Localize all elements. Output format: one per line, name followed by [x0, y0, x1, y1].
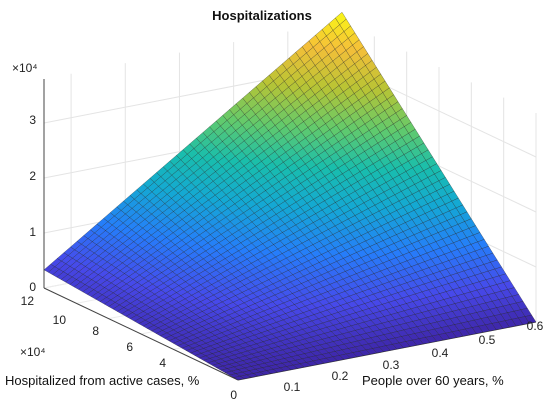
y-tick-label: 6 — [126, 340, 133, 354]
x-tick-label: 0.1 — [284, 380, 301, 394]
z-tick-label: 0 — [29, 280, 36, 294]
x-tick-label: 0.2 — [332, 369, 349, 383]
grid-line — [43, 287, 239, 381]
z-tick-label: 3 — [29, 113, 36, 127]
y-tick-label: 4 — [159, 356, 166, 370]
x-tick-label: 0.6 — [527, 319, 544, 333]
x-tick-label: 0.4 — [432, 346, 449, 360]
x-tick-label: 0.3 — [383, 358, 400, 372]
y-tick-label: 8 — [92, 324, 99, 338]
z-tick-label: 1 — [29, 225, 36, 239]
surface-mesh — [43, 11, 537, 381]
z-exponent-label: ×10⁴ — [12, 61, 38, 75]
x-tick-label: 0.5 — [479, 333, 496, 347]
y-tick-label: 0 — [230, 388, 237, 402]
chart-title: Hospitalizations — [212, 8, 312, 23]
y-tick-label: 10 — [53, 313, 67, 327]
z-tick-label: 2 — [29, 169, 36, 183]
y-axis-label: Hospitalized from active cases, % — [5, 373, 200, 388]
surface-patch — [524, 314, 537, 324]
x-axis-label: People over 60 years, % — [362, 373, 504, 388]
y-tick-label: 12 — [21, 294, 35, 308]
y-exponent-label: ×10⁴ — [20, 345, 46, 359]
